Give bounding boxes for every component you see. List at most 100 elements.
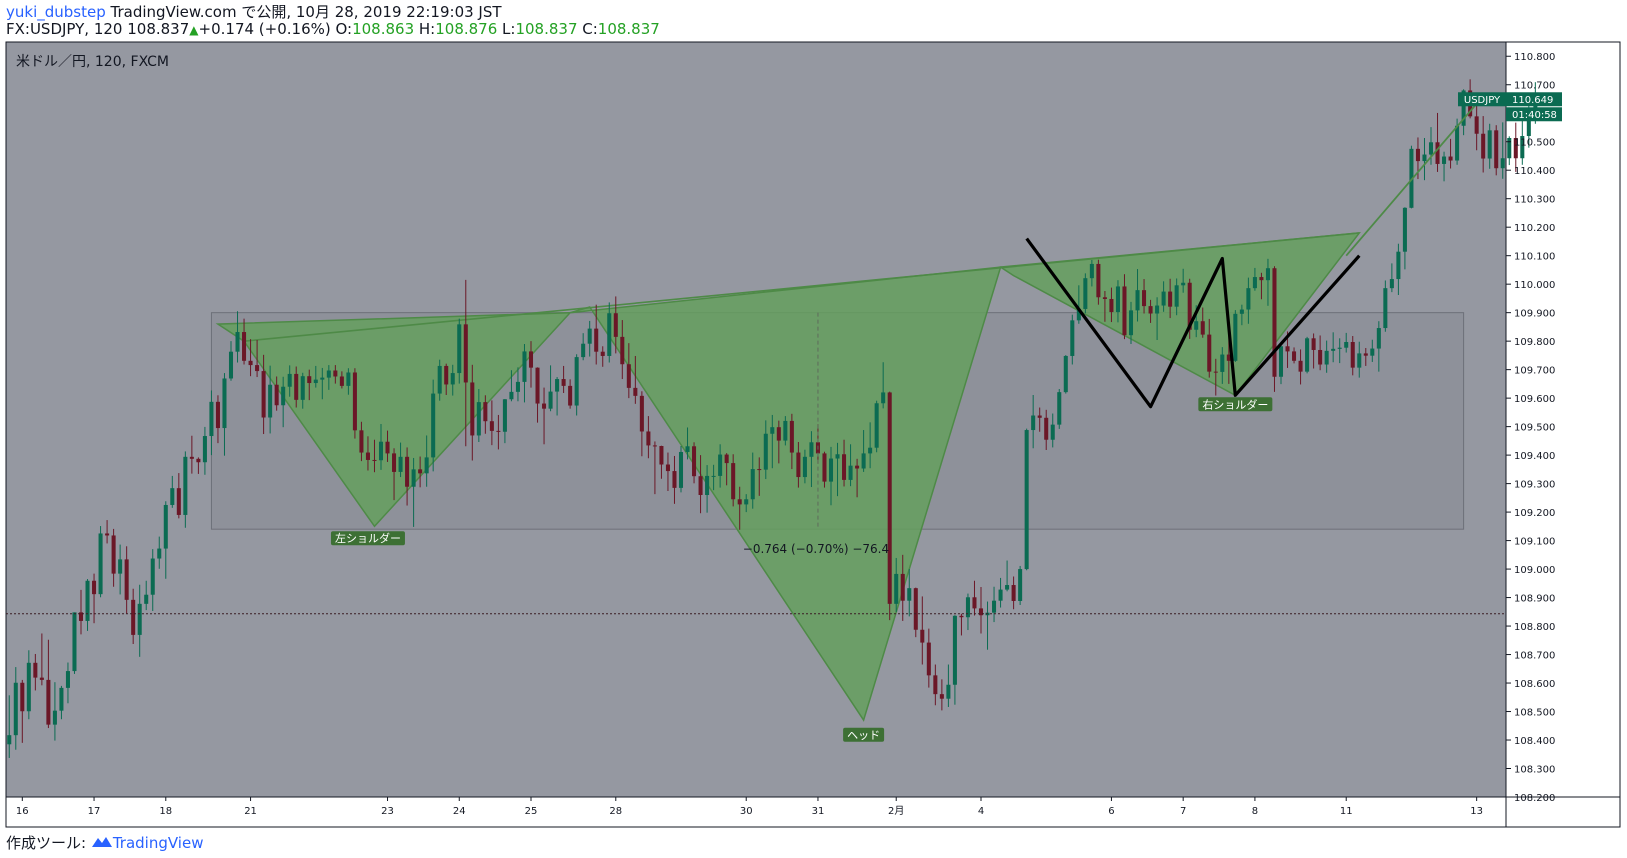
tradingview-logo-icon bbox=[91, 834, 113, 852]
author-link[interactable]: yuki_dubstep bbox=[6, 3, 106, 21]
candle bbox=[1102, 297, 1107, 299]
candle bbox=[457, 324, 462, 374]
candle bbox=[268, 384, 273, 418]
candle bbox=[1415, 148, 1420, 162]
candle bbox=[1383, 288, 1388, 329]
price-ticks: 110.800110.700110.600110.500110.400110.3… bbox=[1458, 52, 1562, 804]
candles-layer bbox=[7, 79, 1538, 758]
candle bbox=[444, 365, 449, 385]
candle bbox=[248, 360, 253, 366]
candle bbox=[1168, 291, 1173, 307]
chart-title: 米ドル／円, 120, FXCM bbox=[16, 54, 169, 70]
candle bbox=[326, 370, 331, 378]
candle bbox=[620, 336, 625, 365]
candle bbox=[352, 372, 357, 431]
candle bbox=[261, 371, 266, 418]
time-tick-label: 18 bbox=[159, 806, 172, 817]
pattern-label-bg-0 bbox=[330, 531, 405, 546]
candle bbox=[613, 313, 618, 337]
candle bbox=[26, 662, 31, 712]
candle bbox=[1448, 156, 1453, 161]
time-axis[interactable] bbox=[6, 797, 1506, 827]
candle bbox=[346, 372, 351, 386]
candle bbox=[274, 384, 279, 406]
chart-border bbox=[5, 41, 1621, 828]
candle bbox=[757, 469, 762, 471]
candle bbox=[887, 392, 892, 604]
candle bbox=[1024, 430, 1029, 570]
candle bbox=[770, 427, 775, 434]
chart-header: yuki_dubstep TradingView.com で公開, 10月 28… bbox=[6, 4, 1606, 39]
candle bbox=[59, 687, 64, 711]
candle bbox=[1109, 298, 1114, 313]
candle bbox=[861, 453, 866, 469]
candle bbox=[1076, 308, 1081, 321]
candle bbox=[1005, 585, 1010, 590]
candle bbox=[555, 379, 560, 392]
time-tick-label: 7 bbox=[1180, 806, 1186, 817]
time-tick-label: 17 bbox=[88, 806, 101, 817]
candle bbox=[255, 365, 260, 372]
candle bbox=[881, 392, 886, 404]
candle bbox=[392, 453, 397, 472]
candle bbox=[639, 395, 644, 432]
uptrend-line bbox=[1345, 95, 1484, 257]
candle bbox=[359, 430, 364, 453]
candle bbox=[1500, 158, 1505, 169]
candle bbox=[1292, 351, 1297, 361]
candle bbox=[1298, 360, 1303, 372]
candle bbox=[522, 351, 527, 382]
candle bbox=[678, 451, 684, 488]
candle bbox=[946, 684, 951, 699]
close-value: 108.837 bbox=[597, 20, 660, 38]
candle bbox=[1213, 371, 1218, 373]
candle bbox=[118, 559, 123, 574]
candle bbox=[7, 735, 12, 745]
candle bbox=[1174, 285, 1179, 307]
candle bbox=[646, 431, 651, 446]
price-tick-label: 109.600 bbox=[1514, 394, 1555, 405]
time-tick-label: 21 bbox=[244, 806, 257, 817]
candle bbox=[1337, 347, 1342, 349]
candle bbox=[424, 457, 429, 474]
candle bbox=[1526, 113, 1531, 137]
price-tick-label: 108.400 bbox=[1514, 736, 1555, 747]
candle bbox=[828, 458, 834, 482]
candle bbox=[431, 393, 436, 458]
candle bbox=[215, 401, 220, 429]
price-tick-label: 109.800 bbox=[1514, 337, 1555, 348]
candle bbox=[1128, 310, 1134, 336]
candle bbox=[111, 535, 116, 574]
candle bbox=[822, 453, 827, 482]
candle bbox=[939, 694, 944, 699]
candle bbox=[463, 324, 468, 383]
candle bbox=[98, 533, 103, 595]
price-tick-label: 110.100 bbox=[1514, 252, 1555, 263]
candle bbox=[724, 454, 729, 464]
candle bbox=[72, 612, 77, 672]
candle bbox=[548, 391, 553, 409]
candle bbox=[776, 427, 781, 441]
last-price-label: 110.649 bbox=[1512, 95, 1553, 106]
candle bbox=[855, 465, 860, 469]
candle bbox=[581, 343, 586, 358]
candle bbox=[1455, 125, 1460, 161]
candle bbox=[378, 441, 384, 461]
candle bbox=[1474, 116, 1479, 134]
candle bbox=[157, 548, 162, 559]
price-tick-label: 108.800 bbox=[1514, 622, 1555, 633]
candle bbox=[796, 452, 801, 478]
candle bbox=[1155, 305, 1160, 314]
candle bbox=[1187, 282, 1192, 330]
price-tick-label: 110.400 bbox=[1514, 166, 1555, 177]
high-label: H: bbox=[414, 20, 436, 38]
price-axis[interactable] bbox=[1506, 42, 1620, 797]
brand-link[interactable]: TradingView bbox=[112, 834, 204, 852]
candle bbox=[20, 682, 25, 712]
time-tick-label: 24 bbox=[453, 806, 466, 817]
candle bbox=[1311, 338, 1316, 350]
footer: 作成ツール: TradingView bbox=[6, 832, 203, 853]
symbol-tag-bg bbox=[1458, 92, 1506, 107]
candle bbox=[228, 351, 234, 379]
